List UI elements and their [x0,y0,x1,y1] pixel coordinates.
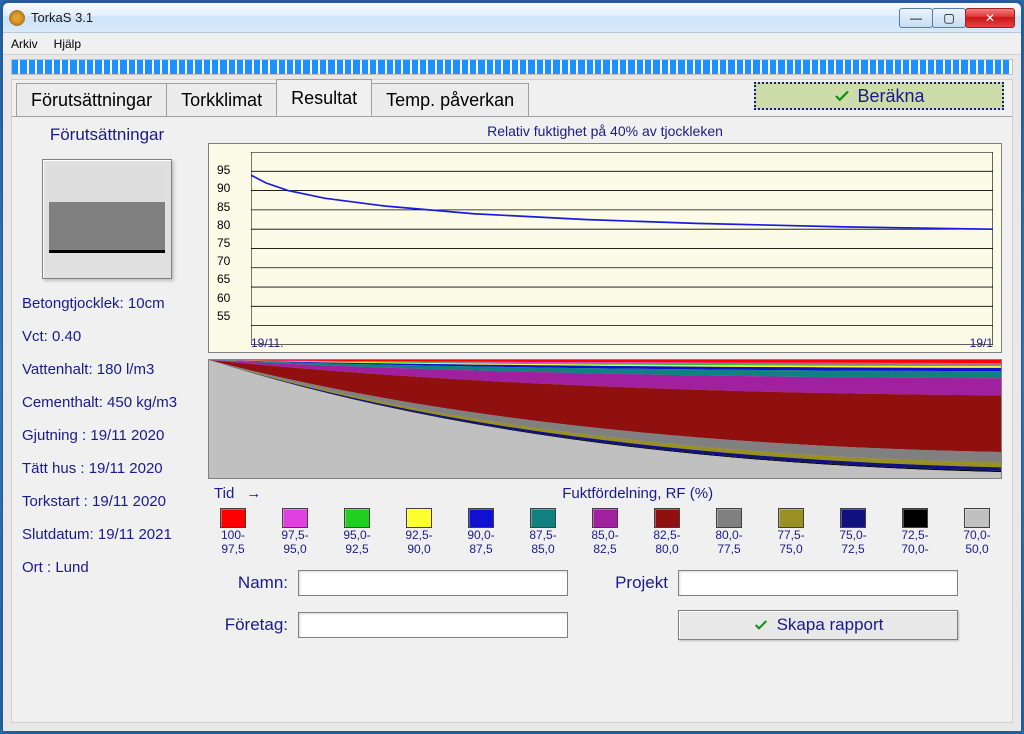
swatch-color [468,508,494,528]
spec-vct: Vct: 0.40 [22,328,192,345]
legend-swatch: 72,5-70,0- [890,508,940,556]
app-window: TorkaS 3.1 — ▢ ✕ Arkiv Hjälp Förutsättni… [2,2,1022,732]
spec-torkstart: Torkstart : 19/11 2020 [22,493,192,510]
app-icon [9,10,25,26]
wedge-canvas [209,360,1001,478]
swatch-color [778,508,804,528]
legend-title: Fuktfördelning, RF (%) [273,485,1002,502]
sidebar-heading: Förutsättningar [22,125,192,145]
foretag-input[interactable] [298,612,568,638]
swatch-color [964,508,990,528]
legend-swatch: 82,5-80,0 [642,508,692,556]
content-area: Förutsättningar Torkklimat Resultat Temp… [11,79,1013,723]
form-row-1: Namn: Projekt [208,570,1002,596]
swatch-color [282,508,308,528]
menu-arkiv[interactable]: Arkiv [11,37,38,51]
swatch-color [654,508,680,528]
slab-thumbnail [42,159,172,279]
main-area: Relativ fuktighet på 40% av tjockleken 1… [202,117,1012,722]
spec-vattenhalt: Vattenhalt: 180 l/m3 [22,361,192,378]
namn-label: Namn: [208,573,288,593]
tab-resultat[interactable]: Resultat [276,79,372,116]
legend-swatch: 95,0-92,5 [332,508,382,556]
spec-betongtjocklek: Betongtjocklek: 10cm [22,295,192,312]
rf-distribution-chart [208,359,1002,479]
legend-swatch: 90,0-87,5 [456,508,506,556]
spec-ort: Ort : Lund [22,559,192,576]
minimize-button[interactable]: — [899,8,933,28]
tab-forutsattningar[interactable]: Förutsättningar [16,83,167,117]
legend-tid: Tid [208,485,234,502]
legend-swatch: 97,5-95,0 [270,508,320,556]
titlebar: TorkaS 3.1 — ▢ ✕ [3,3,1021,33]
spec-slutdatum: Slutdatum: 19/11 2021 [22,526,192,543]
tab-torkklimat[interactable]: Torkklimat [166,83,277,117]
x-axis-labels: 19/11. 19/1 [251,336,993,350]
skapa-rapport-button[interactable]: Skapa rapport [678,610,958,640]
sidebar: Förutsättningar Betongtjocklek: 10cm Vct… [12,117,202,722]
legend-swatch: 70,0-50,0 [952,508,1002,556]
check-icon [753,617,769,633]
progress-bar [11,59,1013,75]
menubar: Arkiv Hjälp [3,33,1021,55]
spec-gjutning: Gjutning : 19/11 2020 [22,427,192,444]
x-start-label: 19/11. [251,336,283,350]
legend-header: Tid → Fuktfördelning, RF (%) [208,485,1002,502]
legend-swatch: 87,5-85,0 [518,508,568,556]
chart-canvas [251,152,993,345]
resultat-panel: Förutsättningar Betongtjocklek: 10cm Vct… [12,116,1012,722]
maximize-button[interactable]: ▢ [932,8,966,28]
window-controls: — ▢ ✕ [900,8,1015,28]
namn-input[interactable] [298,570,568,596]
swatch-color [902,508,928,528]
tab-temp-paverkan[interactable]: Temp. påverkan [371,83,529,117]
spec-tatt-hus: Tätt hus : 19/11 2020 [22,460,192,477]
menu-hjalp[interactable]: Hjälp [54,37,81,51]
foretag-label: Företag: [208,615,288,635]
berakna-label: Beräkna [857,86,924,107]
x-end-label: 19/1 [970,336,993,350]
legend-swatch: 100-97,5 [208,508,258,556]
berakna-button[interactable]: Beräkna [754,82,1004,110]
spec-cementhalt: Cementhalt: 450 kg/m3 [22,394,192,411]
skapa-rapport-label: Skapa rapport [777,615,884,635]
chart-title: Relativ fuktighet på 40% av tjockleken [208,123,1002,139]
legend-swatch: 80,0-77,5 [704,508,754,556]
legend-swatch: 85,0-82,5 [580,508,630,556]
form-row-2: Företag: Skapa rapport [208,610,1002,640]
swatch-color [406,508,432,528]
legend-swatch: 75,0-72,5 [828,508,878,556]
check-icon [833,87,851,105]
swatch-color [220,508,246,528]
swatch-color [716,508,742,528]
legend-swatches: 100-97,597,5-95,095,0-92,592,5-90,090,0-… [208,508,1002,556]
swatch-color [840,508,866,528]
projekt-input[interactable] [678,570,958,596]
swatch-color [344,508,370,528]
close-button[interactable]: ✕ [965,8,1015,28]
window-title: TorkaS 3.1 [31,10,900,25]
legend-swatch: 92,5-90,0 [394,508,444,556]
legend-swatch: 77,5-75,0 [766,508,816,556]
arrow-icon: → [246,485,261,502]
projekt-label: Projekt [578,573,668,593]
swatch-color [530,508,556,528]
line-chart: 19/11. 19/1 556065707580859095 [208,143,1002,353]
swatch-color [592,508,618,528]
